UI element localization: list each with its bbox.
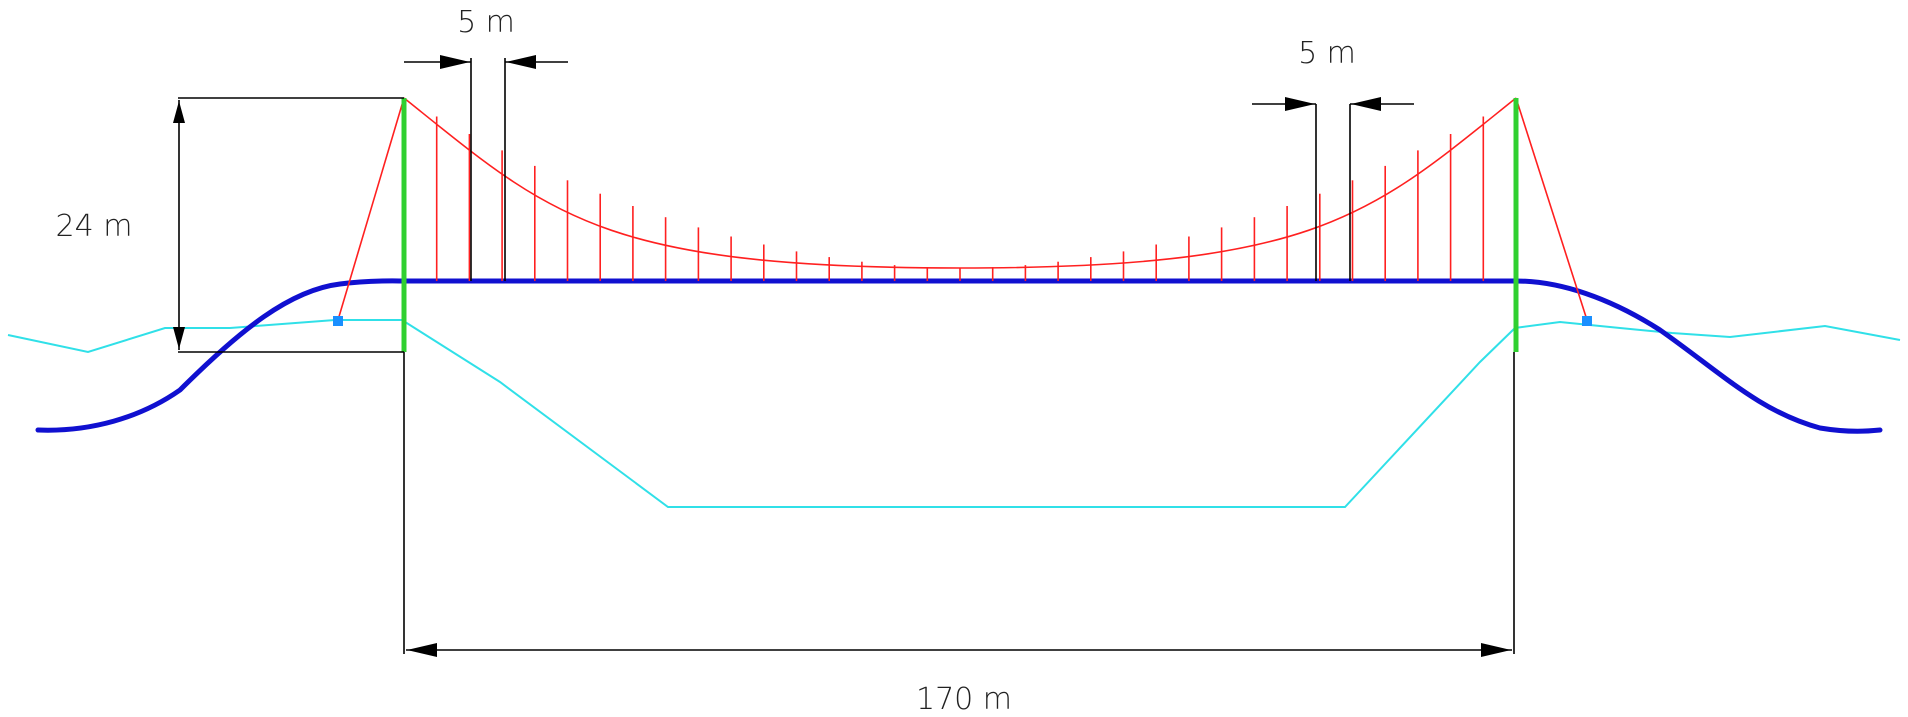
right-anchor bbox=[1582, 316, 1592, 326]
height-label: 24 m bbox=[56, 209, 133, 244]
dimensions bbox=[178, 58, 1515, 654]
arrowheads bbox=[173, 55, 1511, 657]
span-arrow-right bbox=[1481, 643, 1511, 657]
towers bbox=[401, 98, 1519, 352]
cable-system bbox=[337, 97, 1588, 321]
left-embankment bbox=[35, 278, 407, 433]
span-label: 170 m bbox=[916, 682, 1012, 717]
right-backstay bbox=[1515, 97, 1588, 321]
height-arrow-bottom bbox=[173, 327, 185, 349]
hangers bbox=[435, 116, 1485, 281]
left-spacing-arrow-1 bbox=[440, 55, 470, 69]
left-anchor bbox=[333, 316, 343, 326]
right-spacing-label: 5 m bbox=[1298, 36, 1356, 71]
left-spacing-arrow-2 bbox=[506, 55, 536, 69]
span-arrow-left bbox=[407, 643, 437, 657]
left-spacing-label: 5 m bbox=[457, 5, 515, 40]
height-arrow-top bbox=[173, 101, 185, 123]
right-embankment bbox=[1513, 278, 1883, 434]
bridge-deck bbox=[35, 278, 1883, 434]
water-profile bbox=[7, 319, 1901, 508]
water-line bbox=[7, 319, 1901, 508]
right-spacing-arrow-2 bbox=[1351, 97, 1381, 111]
right-spacing-arrow-1 bbox=[1285, 97, 1315, 111]
left-backstay bbox=[337, 97, 405, 321]
